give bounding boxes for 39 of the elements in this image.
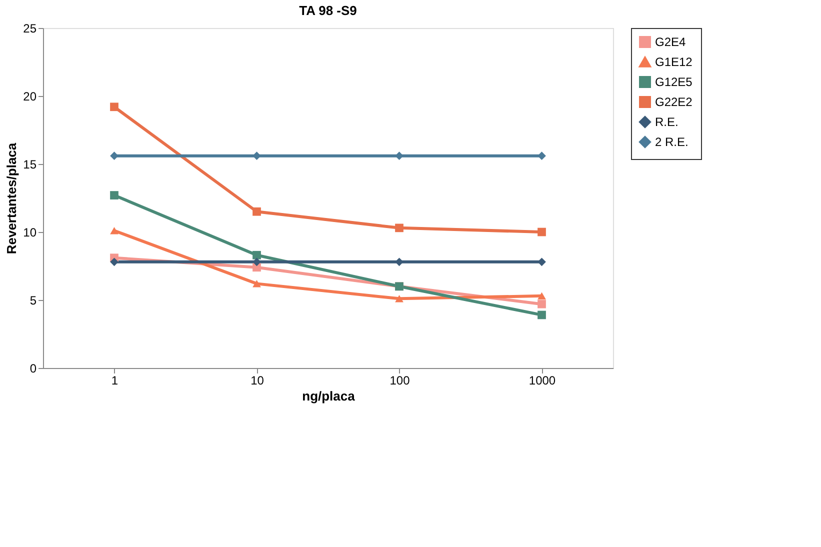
point [538, 152, 546, 160]
y-tick-label: 25 [23, 22, 37, 36]
y-axis-title: Revertantes/placa [4, 142, 20, 254]
point [252, 207, 261, 216]
x-tick-label: 1 [111, 374, 118, 388]
point [395, 224, 404, 232]
point [110, 152, 118, 160]
point [110, 191, 118, 200]
point [538, 292, 546, 300]
legend-label: R.E. [655, 115, 678, 129]
point [252, 258, 261, 266]
point [252, 250, 261, 260]
y-tick-label: 15 [23, 158, 37, 172]
x-tick-label: 1000 [528, 374, 556, 388]
point [538, 300, 546, 308]
legend-label: G12E5 [655, 75, 693, 89]
legend-label: G22E2 [655, 95, 693, 109]
point [395, 152, 404, 160]
point [110, 258, 118, 266]
x-tick-label: 10 [250, 374, 264, 388]
point [110, 102, 118, 112]
point [252, 152, 261, 160]
y-tick-label: 5 [30, 294, 37, 308]
y-tick-label: 20 [23, 90, 37, 104]
x-tick-label: 100 [390, 374, 410, 388]
chart-title: TA 98 -S9 [299, 3, 357, 18]
point [538, 310, 546, 320]
point [538, 258, 546, 266]
point [252, 280, 261, 288]
legend-label: G1E12 [655, 55, 693, 69]
point [395, 258, 404, 266]
point [538, 228, 546, 236]
y-tick-label: 0 [30, 362, 37, 376]
legend-label: G2E4 [655, 35, 686, 49]
y-tick-label: 10 [23, 226, 37, 240]
legend-label: 2 R.E. [655, 135, 688, 149]
point [395, 295, 404, 302]
point [110, 227, 118, 234]
x-axis-title: ng/placa [302, 388, 356, 404]
